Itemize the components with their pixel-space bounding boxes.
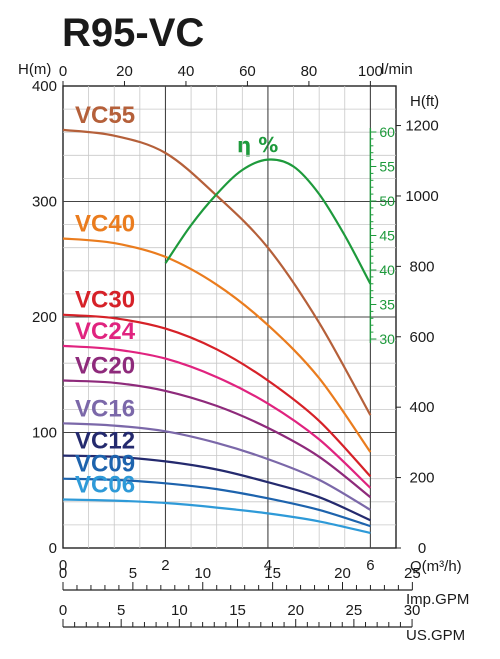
series-label-vc20: VC20 <box>75 353 135 380</box>
series-label-vc24: VC24 <box>75 318 136 345</box>
us-gpm-label: US.GPM <box>406 627 465 644</box>
x-top-tick-label: 80 <box>301 63 318 80</box>
x-top-tick-label: 0 <box>59 63 67 80</box>
us-gpm-tick-label: 10 <box>171 602 188 619</box>
series-label-vc16: VC16 <box>75 395 135 422</box>
efficiency-tick-label: 40 <box>379 262 395 278</box>
us-gpm-tick-label: 15 <box>229 602 246 619</box>
us-gpm-tick-label: 20 <box>287 602 304 619</box>
series-label-vc06: VC06 <box>75 471 135 498</box>
series-curves <box>62 128 372 535</box>
series-line-vc55 <box>62 128 372 416</box>
series-line-vc40 <box>62 237 372 453</box>
y-right-tick-label: 600 <box>409 329 434 346</box>
us-gpm-tick-label: 25 <box>346 602 363 619</box>
imp-gpm-tick-label: 20 <box>334 565 351 582</box>
us-gpm-tick-label: 0 <box>59 602 67 619</box>
efficiency-label: η % <box>237 133 278 157</box>
y-tick-label: 0 <box>49 540 57 557</box>
efficiency-tick-label: 35 <box>379 297 395 313</box>
y-right-tick-label: 200 <box>409 470 434 487</box>
x-top-tick-label: 20 <box>116 63 133 80</box>
series-label-vc40: VC40 <box>75 210 135 237</box>
x-tick-label: 0 <box>59 557 67 574</box>
y-right-tick-label: 400 <box>409 399 434 416</box>
x-top-tick-label: 60 <box>239 63 256 80</box>
x-tick-label: 4 <box>264 557 272 574</box>
efficiency-tick-label: 50 <box>379 193 395 209</box>
x-top-axis-label: l/min <box>381 61 413 78</box>
y-tick-label: 100 <box>32 425 57 442</box>
series-line-vc09 <box>62 477 371 528</box>
x-tick-label: 6 <box>366 557 374 574</box>
imp-gpm-tick-label: 25 <box>404 565 421 582</box>
y-right-axis-label: H(ft) <box>410 93 439 110</box>
imp-gpm-tick-label: 5 <box>129 565 137 582</box>
imp-gpm-label: Imp.GPM <box>406 591 469 608</box>
y-right-tick-label: 800 <box>409 258 434 275</box>
efficiency-tick-label: 60 <box>379 124 395 140</box>
series-line-vc06 <box>62 498 371 535</box>
imp-gpm-tick-label: 15 <box>264 565 281 582</box>
series-label-vc55: VC55 <box>75 102 135 129</box>
series-line-vc24 <box>62 344 372 489</box>
y-axis-label: H(m) <box>18 61 51 78</box>
series-label-vc09: VC09 <box>75 451 135 478</box>
series-label-vc30: VC30 <box>75 287 135 314</box>
imp-gpm-tick-label: 10 <box>194 565 211 582</box>
x-top-tick-label: 40 <box>178 63 195 80</box>
us-gpm-tick-label: 30 <box>404 602 421 619</box>
chart-title: R95-VC <box>62 11 204 55</box>
y-right-tick-label: 1200 <box>405 118 438 135</box>
series-label-vc12: VC12 <box>75 428 135 455</box>
x-top-tick-label: 100 <box>358 63 383 80</box>
x-tick-label: 2 <box>161 557 169 574</box>
series-line-vc16 <box>62 422 371 511</box>
efficiency-tick-label: 45 <box>379 228 395 244</box>
y-right-tick-label: 1000 <box>405 188 438 205</box>
x-axis-label: Q(m³/h) <box>410 558 462 575</box>
imp-gpm-tick-label: 0 <box>59 565 67 582</box>
y-tick-label: 200 <box>32 309 57 326</box>
efficiency-tick-label: 30 <box>379 331 395 347</box>
efficiency-line <box>164 158 372 285</box>
y-right-tick-label: 0 <box>418 540 426 557</box>
series-line-vc12 <box>62 454 371 522</box>
series-line-vc20 <box>62 379 372 499</box>
series-line-vc30 <box>62 313 372 478</box>
us-gpm-tick-label: 5 <box>117 602 125 619</box>
gpm-axes: 0 5 10 15 20 25 0 5 10 15 20 25 30 <box>59 565 421 628</box>
efficiency-curve: 30 35 40 45 50 55 60 <box>164 124 395 347</box>
y-tick-label: 300 <box>32 194 57 211</box>
efficiency-tick-label: 55 <box>379 159 395 175</box>
y-tick-label: 400 <box>32 78 57 95</box>
